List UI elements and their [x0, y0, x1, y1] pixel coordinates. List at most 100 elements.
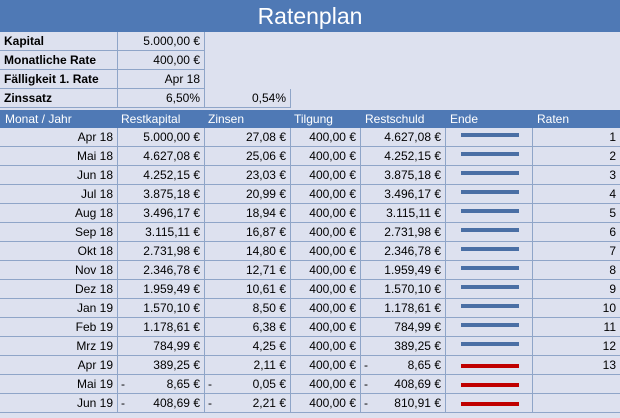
cell-zinsen[interactable]: 2,11 €: [205, 356, 291, 375]
cell-month[interactable]: Mrz 19: [0, 337, 118, 356]
cell-ende[interactable]: [446, 280, 533, 299]
cell-restkapital[interactable]: 4.252,15 €: [118, 166, 205, 185]
cell-ende[interactable]: [446, 147, 533, 166]
cell-tilgung[interactable]: 400,00 €: [291, 375, 361, 394]
cell-restkapital[interactable]: 389,25 €: [118, 356, 205, 375]
info-value[interactable]: 6,50%: [118, 89, 205, 108]
cell-zinsen[interactable]: 8,50 €: [205, 299, 291, 318]
cell-ende[interactable]: [446, 166, 533, 185]
cell-restkapital[interactable]: 3.875,18 €: [118, 185, 205, 204]
info-value[interactable]: Apr 18: [118, 70, 205, 89]
cell-restschuld[interactable]: 1.570,10 €: [361, 280, 446, 299]
cell-restschuld[interactable]: 3.875,18 €: [361, 166, 446, 185]
cell-raten[interactable]: 9: [533, 280, 620, 299]
cell-restschuld[interactable]: 2.346,78 €: [361, 242, 446, 261]
cell-ende[interactable]: [446, 204, 533, 223]
cell-raten[interactable]: 2: [533, 147, 620, 166]
cell-month[interactable]: Feb 19: [0, 318, 118, 337]
cell-restschuld[interactable]: 1.178,61 €: [361, 299, 446, 318]
cell-month[interactable]: Nov 18: [0, 261, 118, 280]
cell-restkapital[interactable]: 2.731,98 €: [118, 242, 205, 261]
cell-restschuld[interactable]: 3.496,17 €: [361, 185, 446, 204]
info-monthly-rate[interactable]: 0,54%: [205, 89, 291, 108]
cell-restschuld[interactable]: 3.115,11 €: [361, 204, 446, 223]
cell-restkapital[interactable]: 1.959,49 €: [118, 280, 205, 299]
cell-zinsen[interactable]: 4,25 €: [205, 337, 291, 356]
cell-restkapital[interactable]: 3.496,17 €: [118, 204, 205, 223]
cell-tilgung[interactable]: 400,00 €: [291, 299, 361, 318]
cell-ende[interactable]: [446, 337, 533, 356]
cell-raten[interactable]: 10: [533, 299, 620, 318]
cell-raten[interactable]: 13: [533, 356, 620, 375]
column-header[interactable]: Tilgung: [294, 112, 333, 126]
cell-zinsen[interactable]: 16,87 €: [205, 223, 291, 242]
cell-tilgung[interactable]: 400,00 €: [291, 280, 361, 299]
column-header[interactable]: Restkapital: [121, 112, 181, 126]
cell-restkapital[interactable]: 2.346,78 €: [118, 261, 205, 280]
cell-tilgung[interactable]: 400,00 €: [291, 394, 361, 413]
cell-ende[interactable]: [446, 394, 533, 413]
cell-raten[interactable]: 4: [533, 185, 620, 204]
cell-raten[interactable]: [533, 394, 620, 413]
cell-ende[interactable]: [446, 185, 533, 204]
cell-month[interactable]: Jun 19: [0, 394, 118, 413]
cell-month[interactable]: Jun 18: [0, 166, 118, 185]
cell-month[interactable]: Apr 18: [0, 128, 118, 147]
cell-tilgung[interactable]: 400,00 €: [291, 337, 361, 356]
cell-month[interactable]: Jul 18: [0, 185, 118, 204]
column-header[interactable]: Zinsen: [208, 112, 245, 126]
cell-month[interactable]: Jan 19: [0, 299, 118, 318]
cell-month[interactable]: Mai 18: [0, 147, 118, 166]
cell-month[interactable]: Dez 18: [0, 280, 118, 299]
column-header[interactable]: Restschuld: [365, 112, 425, 126]
cell-month[interactable]: Okt 18: [0, 242, 118, 261]
cell-ende[interactable]: [446, 128, 533, 147]
cell-restkapital[interactable]: 3.115,11 €: [118, 223, 205, 242]
cell-raten[interactable]: [533, 375, 620, 394]
info-value[interactable]: 5.000,00 €: [118, 32, 205, 51]
cell-tilgung[interactable]: 400,00 €: [291, 166, 361, 185]
cell-raten[interactable]: 8: [533, 261, 620, 280]
cell-restkapital[interactable]: 1.178,61 €: [118, 318, 205, 337]
cell-tilgung[interactable]: 400,00 €: [291, 356, 361, 375]
cell-restkapital[interactable]: - 8,65 €: [118, 375, 205, 394]
cell-tilgung[interactable]: 400,00 €: [291, 242, 361, 261]
cell-ende[interactable]: [446, 261, 533, 280]
cell-tilgung[interactable]: 400,00 €: [291, 223, 361, 242]
info-label[interactable]: Fälligkeit 1. Rate: [0, 70, 118, 89]
info-value[interactable]: 400,00 €: [118, 51, 205, 70]
cell-zinsen[interactable]: 14,80 €: [205, 242, 291, 261]
cell-tilgung[interactable]: 400,00 €: [291, 261, 361, 280]
cell-restkapital[interactable]: 4.627,08 €: [118, 147, 205, 166]
cell-restkapital[interactable]: 5.000,00 €: [118, 128, 205, 147]
cell-restschuld[interactable]: - 8,65 €: [361, 356, 446, 375]
cell-ende[interactable]: [446, 375, 533, 394]
cell-ende[interactable]: [446, 223, 533, 242]
cell-ende[interactable]: [446, 356, 533, 375]
cell-raten[interactable]: 7: [533, 242, 620, 261]
cell-restschuld[interactable]: 1.959,49 €: [361, 261, 446, 280]
cell-restschuld[interactable]: 784,99 €: [361, 318, 446, 337]
cell-zinsen[interactable]: 10,61 €: [205, 280, 291, 299]
cell-zinsen[interactable]: - 0,05 €: [205, 375, 291, 394]
cell-zinsen[interactable]: 18,94 €: [205, 204, 291, 223]
cell-tilgung[interactable]: 400,00 €: [291, 204, 361, 223]
column-header[interactable]: Ende: [450, 112, 479, 126]
cell-ende[interactable]: [446, 318, 533, 337]
column-header[interactable]: Monat / Jahr: [5, 112, 72, 126]
cell-zinsen[interactable]: 12,71 €: [205, 261, 291, 280]
cell-restkapital[interactable]: 1.570,10 €: [118, 299, 205, 318]
cell-raten[interactable]: 1: [533, 128, 620, 147]
cell-tilgung[interactable]: 400,00 €: [291, 128, 361, 147]
column-header[interactable]: Raten: [537, 112, 570, 126]
cell-raten[interactable]: 11: [533, 318, 620, 337]
info-label[interactable]: Monatliche Rate: [0, 51, 118, 70]
cell-month[interactable]: Sep 18: [0, 223, 118, 242]
cell-month[interactable]: Mai 19: [0, 375, 118, 394]
cell-zinsen[interactable]: 23,03 €: [205, 166, 291, 185]
cell-tilgung[interactable]: 400,00 €: [291, 185, 361, 204]
cell-tilgung[interactable]: 400,00 €: [291, 147, 361, 166]
cell-raten[interactable]: 5: [533, 204, 620, 223]
cell-restschuld[interactable]: 4.252,15 €: [361, 147, 446, 166]
cell-month[interactable]: Aug 18: [0, 204, 118, 223]
